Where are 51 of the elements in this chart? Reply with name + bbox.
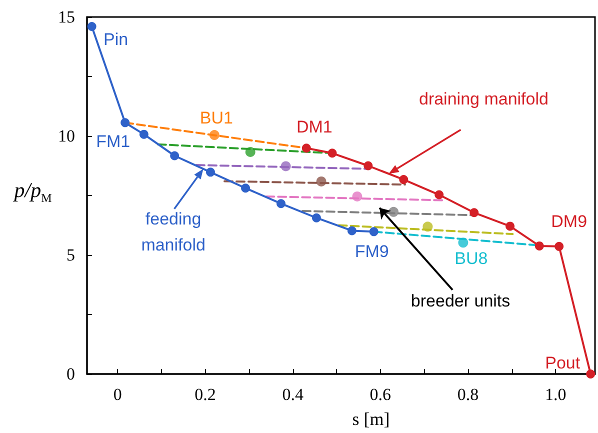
annotation: FM9 bbox=[354, 242, 389, 262]
annotation: DM9 bbox=[551, 212, 588, 231]
point bbox=[120, 118, 130, 128]
point bbox=[422, 222, 433, 232]
annotation: BU8 bbox=[454, 249, 488, 268]
point bbox=[209, 130, 220, 140]
annotation: DM1 bbox=[296, 118, 332, 137]
point bbox=[139, 130, 148, 139]
x-tick-label: 0.6 bbox=[370, 385, 392, 404]
point bbox=[328, 148, 337, 158]
point bbox=[312, 213, 321, 222]
point bbox=[280, 161, 291, 172]
annotation: BU1 bbox=[200, 108, 233, 128]
x-tick-label: 0.4 bbox=[282, 385, 304, 404]
point bbox=[369, 227, 378, 236]
point bbox=[458, 238, 468, 248]
y-tick-label: 10 bbox=[58, 126, 75, 146]
x-tick-label: 0.2 bbox=[194, 385, 216, 404]
point bbox=[316, 176, 326, 186]
point bbox=[586, 370, 596, 378]
point bbox=[347, 226, 356, 236]
x-tick-label: 0.8 bbox=[457, 385, 479, 404]
point bbox=[388, 206, 399, 217]
y-axis-title: p/p$_{M}$ bbox=[12, 178, 53, 208]
point bbox=[206, 168, 215, 177]
annotation: Pin bbox=[104, 30, 128, 50]
point bbox=[170, 151, 180, 160]
point bbox=[534, 241, 544, 250]
y-tick-label: 0 bbox=[66, 364, 75, 384]
point bbox=[364, 161, 373, 170]
point bbox=[554, 242, 564, 251]
point bbox=[352, 191, 362, 202]
point bbox=[470, 208, 479, 218]
point bbox=[302, 144, 311, 153]
y-tick-label: 15 bbox=[58, 8, 75, 26]
point bbox=[276, 199, 286, 208]
text: draining manifold bbox=[418, 89, 548, 108]
point bbox=[87, 22, 96, 32]
point bbox=[399, 175, 408, 184]
point bbox=[506, 222, 515, 231]
point bbox=[434, 190, 444, 200]
annotation: breeder units bbox=[410, 291, 510, 310]
legend-label: feeding manifold bbox=[141, 209, 206, 254]
y-tick-label: 5 bbox=[66, 246, 75, 264]
x-axis-title: s [m] bbox=[352, 409, 390, 429]
point bbox=[245, 146, 256, 157]
annotation: Pout bbox=[545, 354, 580, 372]
x-tick-label: 0 bbox=[113, 385, 122, 404]
x-tick-label: 1.0 bbox=[544, 385, 566, 404]
annotation: FM1 bbox=[96, 132, 130, 152]
point bbox=[241, 184, 250, 193]
